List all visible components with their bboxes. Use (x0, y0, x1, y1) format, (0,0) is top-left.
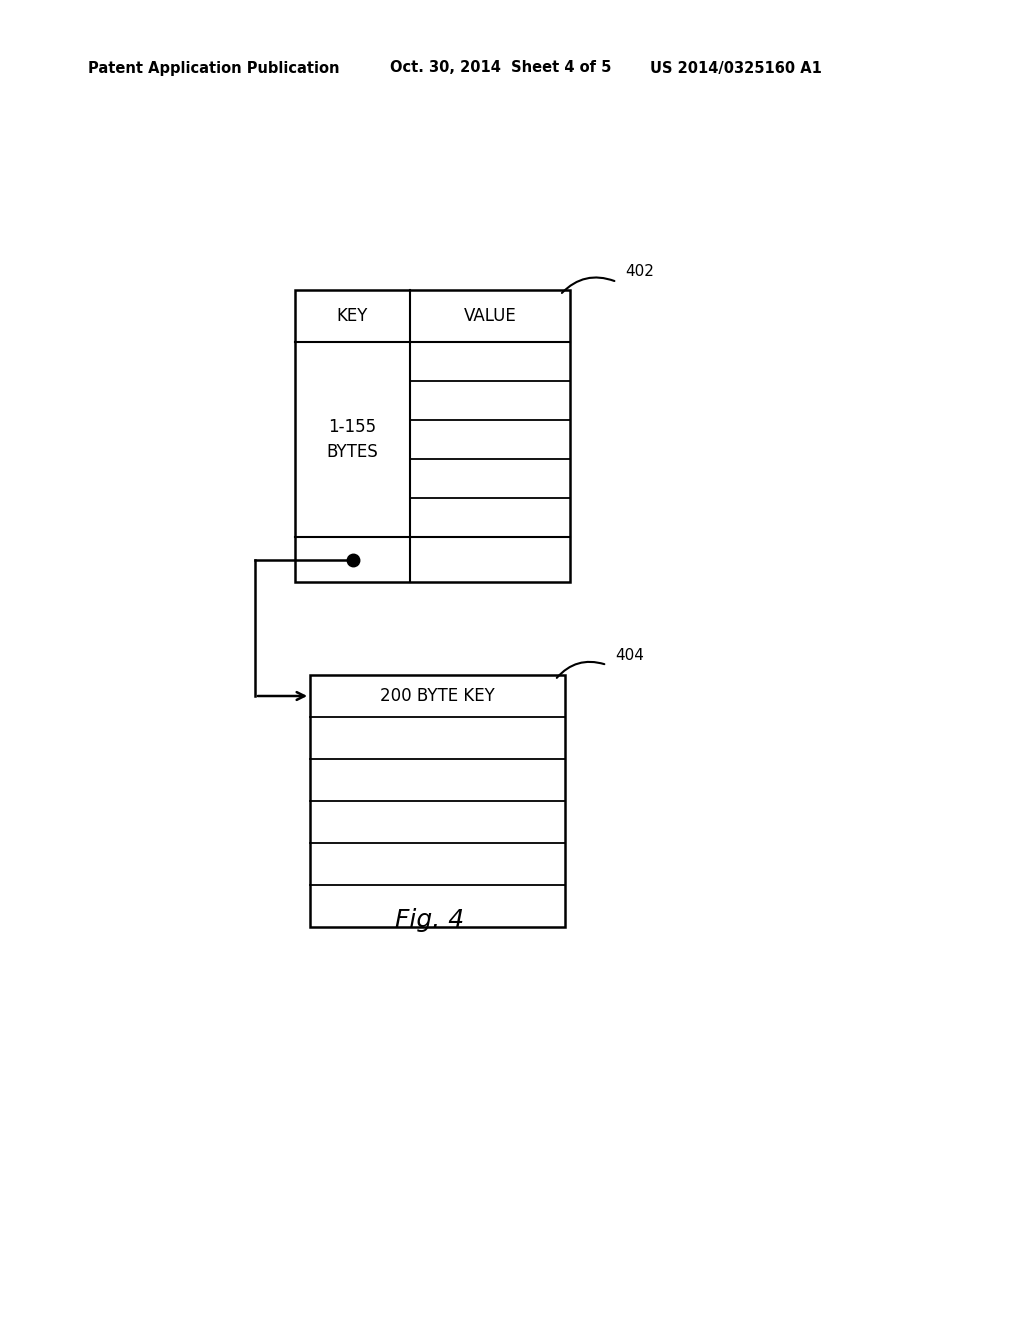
Text: Patent Application Publication: Patent Application Publication (88, 61, 340, 75)
Text: 1-155
BYTES: 1-155 BYTES (327, 418, 379, 461)
Text: KEY: KEY (337, 308, 369, 325)
Text: US 2014/0325160 A1: US 2014/0325160 A1 (650, 61, 822, 75)
Bar (310, 675, 565, 927)
Text: 200 BYTE KEY: 200 BYTE KEY (380, 686, 495, 705)
Text: 404: 404 (615, 648, 644, 663)
Text: 402: 402 (625, 264, 654, 280)
Text: Oct. 30, 2014  Sheet 4 of 5: Oct. 30, 2014 Sheet 4 of 5 (390, 61, 611, 75)
Text: Fig. 4: Fig. 4 (395, 908, 465, 932)
Text: VALUE: VALUE (464, 308, 516, 325)
Bar (295, 290, 570, 582)
